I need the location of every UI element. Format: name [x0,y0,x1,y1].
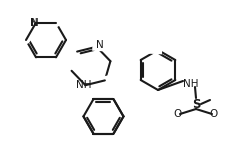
Text: N: N [96,40,103,50]
Text: O: O [174,109,182,119]
Text: N: N [31,18,39,28]
Text: S: S [192,98,200,110]
Text: N: N [30,18,38,28]
Text: NH: NH [76,80,91,90]
Text: O: O [210,109,218,119]
Text: NH: NH [183,79,199,89]
